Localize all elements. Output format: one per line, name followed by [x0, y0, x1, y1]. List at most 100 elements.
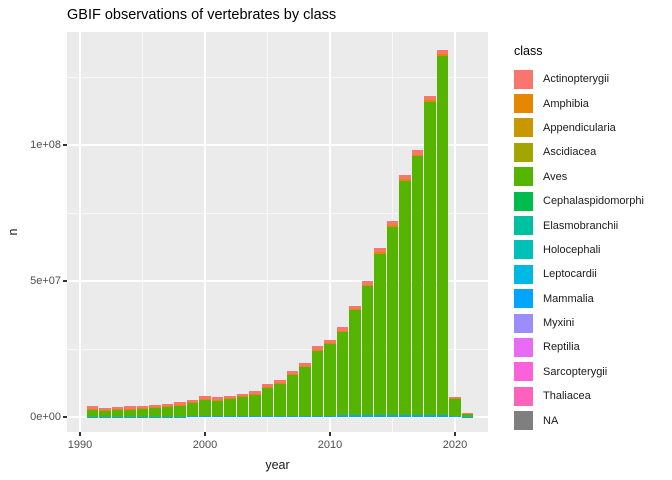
bar-segment-actinopterygii [211, 397, 224, 400]
bar-segment-mammalia [249, 415, 261, 417]
bar-segment-amphibia [311, 349, 324, 351]
bar-segment-actinopterygii [374, 248, 386, 253]
legend-label: Sarcopterygii [543, 365, 608, 378]
legend-item: Holocephali [514, 238, 644, 262]
x-tick-mark [79, 432, 81, 436]
bar-segment-mammalia [311, 415, 324, 417]
bar-segment-actinopterygii [274, 380, 286, 384]
legend-swatch [514, 337, 533, 357]
bar-segment-aves [336, 331, 349, 416]
bar-segment-amphibia [299, 365, 311, 367]
y-tick-mark [63, 280, 67, 282]
legend-item: Mammalia [514, 287, 644, 311]
bar-segment-actinopterygii [261, 383, 274, 387]
bar-segment-aves [399, 180, 411, 415]
bar-segment-aves [374, 253, 386, 416]
bar-segment-amphibia [249, 393, 261, 395]
legend-item: Elasmobranchii [514, 213, 644, 237]
bar-segment-amphibia [324, 342, 336, 344]
legend-label: Aves [543, 170, 568, 183]
x-tick-label: 2010 [317, 439, 343, 451]
legend-items: Actinopterygii Amphibia Appendicularia Asci… [514, 67, 644, 433]
bar-segment-aves [299, 366, 311, 416]
x-tick-mark [454, 432, 456, 436]
legend-label: Mammalia [543, 292, 594, 305]
legend-swatch [514, 411, 533, 431]
bar-segment-mammalia [324, 415, 336, 417]
gridline-major-x [79, 32, 81, 432]
legend-item: Actinopterygii [514, 67, 644, 91]
bar-segment-actinopterygii [149, 404, 161, 408]
bar-segment-mammalia [361, 415, 374, 417]
legend-label: Holocephali [543, 243, 601, 256]
bar-segment-mammalia [299, 415, 311, 417]
legend-item: Leptocardii [514, 262, 644, 286]
legend-swatch [514, 386, 533, 406]
bar-segment-aves [436, 55, 449, 415]
bar-segment-aves [461, 412, 474, 417]
legend-label: Appendicularia [543, 121, 616, 134]
legend-swatch [514, 264, 533, 284]
bar-segment-aves [249, 394, 261, 416]
gridline-minor-y [67, 348, 488, 350]
bar-segment-amphibia [386, 224, 399, 227]
bar-segment-actinopterygii [299, 362, 311, 366]
gridline-major-x [204, 32, 206, 432]
bar-segment-actinopterygii [311, 346, 324, 350]
bar-segment-aves [311, 350, 324, 416]
bar-segment-amphibia [211, 399, 224, 401]
gridline-major-y [67, 144, 488, 146]
legend-label: Reptilia [543, 341, 580, 354]
legend-item: Aves [514, 165, 644, 189]
bar-segment-aves [361, 285, 374, 416]
legend-label: Actinopterygii [543, 73, 610, 86]
legend-item: Appendicularia [514, 116, 644, 140]
bar-segment-actinopterygii [286, 370, 299, 375]
gridline-major-x [454, 32, 456, 432]
bar-segment-aves [199, 399, 211, 417]
legend-swatch [514, 118, 533, 138]
bar-segment-amphibia [374, 252, 386, 254]
bar-segment-actinopterygii [186, 399, 199, 403]
bar-segment-aves [349, 310, 361, 416]
x-tick-mark [204, 432, 206, 436]
legend-swatch [514, 191, 533, 211]
gridline-major-y [67, 280, 488, 282]
bar-segment-aves [161, 406, 174, 417]
y-tick-label: 0e+00 [30, 410, 61, 423]
bar-segment-actinopterygii [124, 406, 136, 409]
legend-title: class [514, 44, 543, 58]
legend-item: Myxini [514, 311, 644, 335]
bar-segment-aves [124, 409, 136, 417]
bar-segment-actinopterygii [99, 407, 111, 410]
bar-segment-mammalia [261, 415, 274, 417]
bar-segment-aves [86, 408, 99, 417]
bar-segment-aves [236, 397, 249, 417]
bar-segment-mammalia [399, 414, 411, 417]
bar-segment-aves [174, 404, 186, 417]
legend-swatch [514, 94, 533, 114]
bar-segment-actinopterygii [436, 49, 449, 54]
bar-segment-mammalia [186, 416, 199, 417]
legend-swatch [514, 167, 533, 187]
bar-segment-actinopterygii [349, 305, 361, 310]
bar-segment-mammalia [211, 416, 224, 417]
bar-segment-mammalia [411, 414, 424, 417]
y-tick-mark [63, 144, 67, 146]
legend-swatch [514, 362, 533, 382]
bar-segment-actinopterygii [399, 174, 411, 179]
plot-panel [67, 32, 488, 432]
bar-segment-aves [111, 409, 124, 417]
bar-segment-amphibia [336, 330, 349, 332]
bar-segment-mammalia [199, 416, 211, 417]
bar-segment-amphibia [274, 383, 286, 385]
bar-segment-aves [324, 343, 336, 416]
legend-label: Amphibia [543, 97, 589, 110]
bar-segment-actinopterygii [199, 396, 211, 399]
bar-segment-aves [136, 408, 149, 417]
bar-segment-actinopterygii [361, 281, 374, 285]
bar-segment-amphibia [361, 284, 374, 286]
legend-label: Leptocardii [543, 268, 597, 281]
bar-segment-aves [411, 156, 424, 415]
